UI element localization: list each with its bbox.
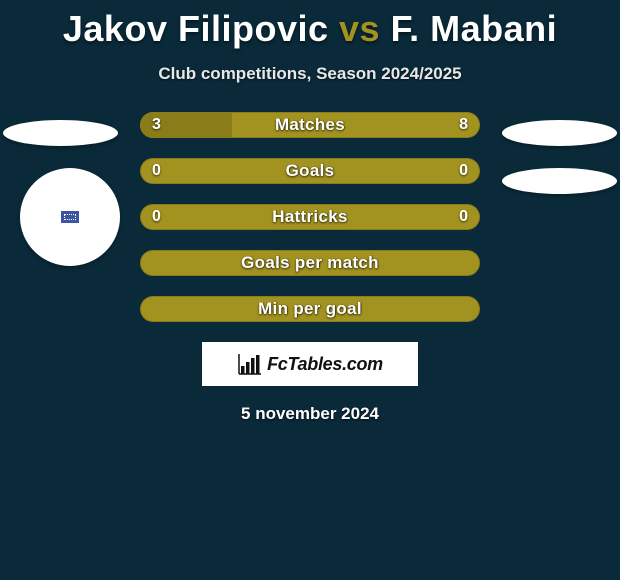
stat-value-left: 0 <box>152 158 161 184</box>
bar-chart-icon <box>237 352 263 376</box>
stat-value-right: 0 <box>459 204 468 230</box>
stat-label: Goals <box>140 158 480 184</box>
stat-value-right: 0 <box>459 158 468 184</box>
date-label: 5 november 2024 <box>0 404 620 424</box>
stat-value-left: 3 <box>152 112 161 138</box>
player1-photo-placeholder <box>3 120 118 146</box>
stat-row: Min per goal <box>140 296 480 322</box>
player2-side <box>500 120 620 216</box>
stat-rows: Matches38Goals00Hattricks00Goals per mat… <box>140 112 480 322</box>
comparison-title: Jakov Filipovic vs F. Mabani <box>0 0 620 50</box>
stat-value-right: 8 <box>459 112 468 138</box>
stat-row: Goals0 0 <box>140 158 480 184</box>
brand-label: FcTables.com <box>267 354 383 375</box>
player1-side <box>0 120 120 266</box>
stat-value-left: 0 <box>152 204 161 230</box>
stat-row: Hattricks0 0 <box>140 204 480 230</box>
player1-name: Jakov Filipovic <box>63 8 329 49</box>
stat-label: Goals per match <box>140 250 480 276</box>
stat-row: Matches3 8 <box>140 112 480 138</box>
vs-word: vs <box>339 8 380 49</box>
player1-club-badge <box>20 168 120 266</box>
stat-row: Goals per match <box>140 250 480 276</box>
stat-label: Min per goal <box>140 296 480 322</box>
player2-club-placeholder <box>502 168 617 194</box>
player2-name: F. Mabani <box>391 8 558 49</box>
player2-photo-placeholder <box>502 120 617 146</box>
subtitle: Club competitions, Season 2024/2025 <box>0 64 620 84</box>
eu-flag-icon <box>60 210 80 224</box>
stat-label: Hattricks <box>140 204 480 230</box>
stat-label: Matches <box>140 112 480 138</box>
brand-box: FcTables.com <box>202 342 418 386</box>
